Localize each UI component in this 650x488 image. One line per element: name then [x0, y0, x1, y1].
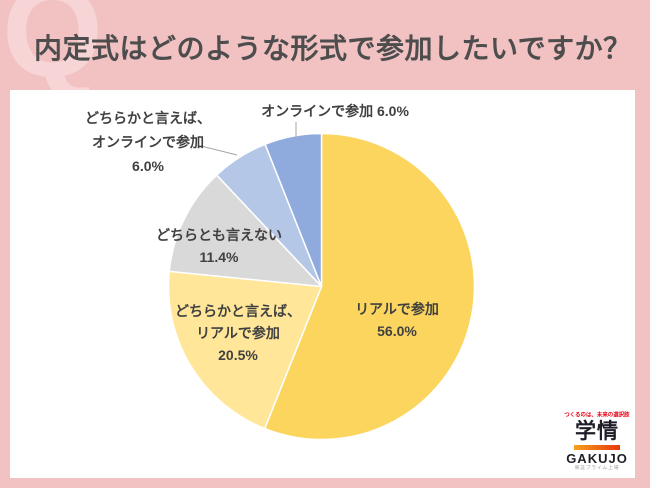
pie-label-line: オンラインで参加 6.0% [261, 103, 409, 119]
pie-label-line: リアルで参加 [196, 325, 280, 341]
pie-label-line: オンラインで参加 [92, 134, 204, 150]
pie-label-line: どちらかと言えば、 [85, 110, 211, 126]
pie-label-rather-online: どちらかと言えば、 オンラインで参加 6.0% [85, 106, 211, 178]
pie-label-neutral: どちらとも言えない 11.4% [156, 224, 282, 268]
pie-slice-0 [263, 132, 476, 441]
pie-label-value: 20.5% [218, 347, 258, 363]
pie-label-rather-real: どちらかと言えば、 リアルで参加 20.5% [175, 300, 301, 366]
pie-label-line: リアルで参加 [355, 301, 439, 317]
pie-label-line: どちらとも言えない [156, 227, 282, 243]
pie-slice-2 [168, 174, 323, 288]
gakujo-logo: つくるのは、未来の選択肢 学情 GAKUJO 東証プライム上場 [560, 412, 634, 473]
pie-leader-line-0 [200, 145, 238, 156]
pie-label-value: 56.0% [377, 323, 417, 339]
pie-label-line: どちらかと言えば、 [175, 303, 301, 319]
pie-slice-4 [264, 132, 323, 288]
logo-listing-text: 東証プライム上場 [574, 466, 620, 472]
q-watermark-letter: Q [2, 0, 104, 104]
logo-gradient-bar [574, 444, 620, 450]
pie-label-real: リアルで参加 56.0% [355, 298, 439, 342]
logo-tagline: つくるのは、未来の選択肢 [564, 412, 630, 419]
page-title: 内定式はどのような形式で参加したいですか？ [34, 33, 632, 64]
pie-label-value: 11.4% [199, 249, 239, 265]
logo-brand-jp: 学情 [575, 419, 619, 443]
pie-label-online: オンラインで参加 6.0% [261, 100, 409, 122]
pie-slice-1 [167, 270, 323, 430]
logo-brand-en: GAKUJO [566, 450, 628, 466]
pie-label-value: 6.0% [132, 158, 164, 174]
